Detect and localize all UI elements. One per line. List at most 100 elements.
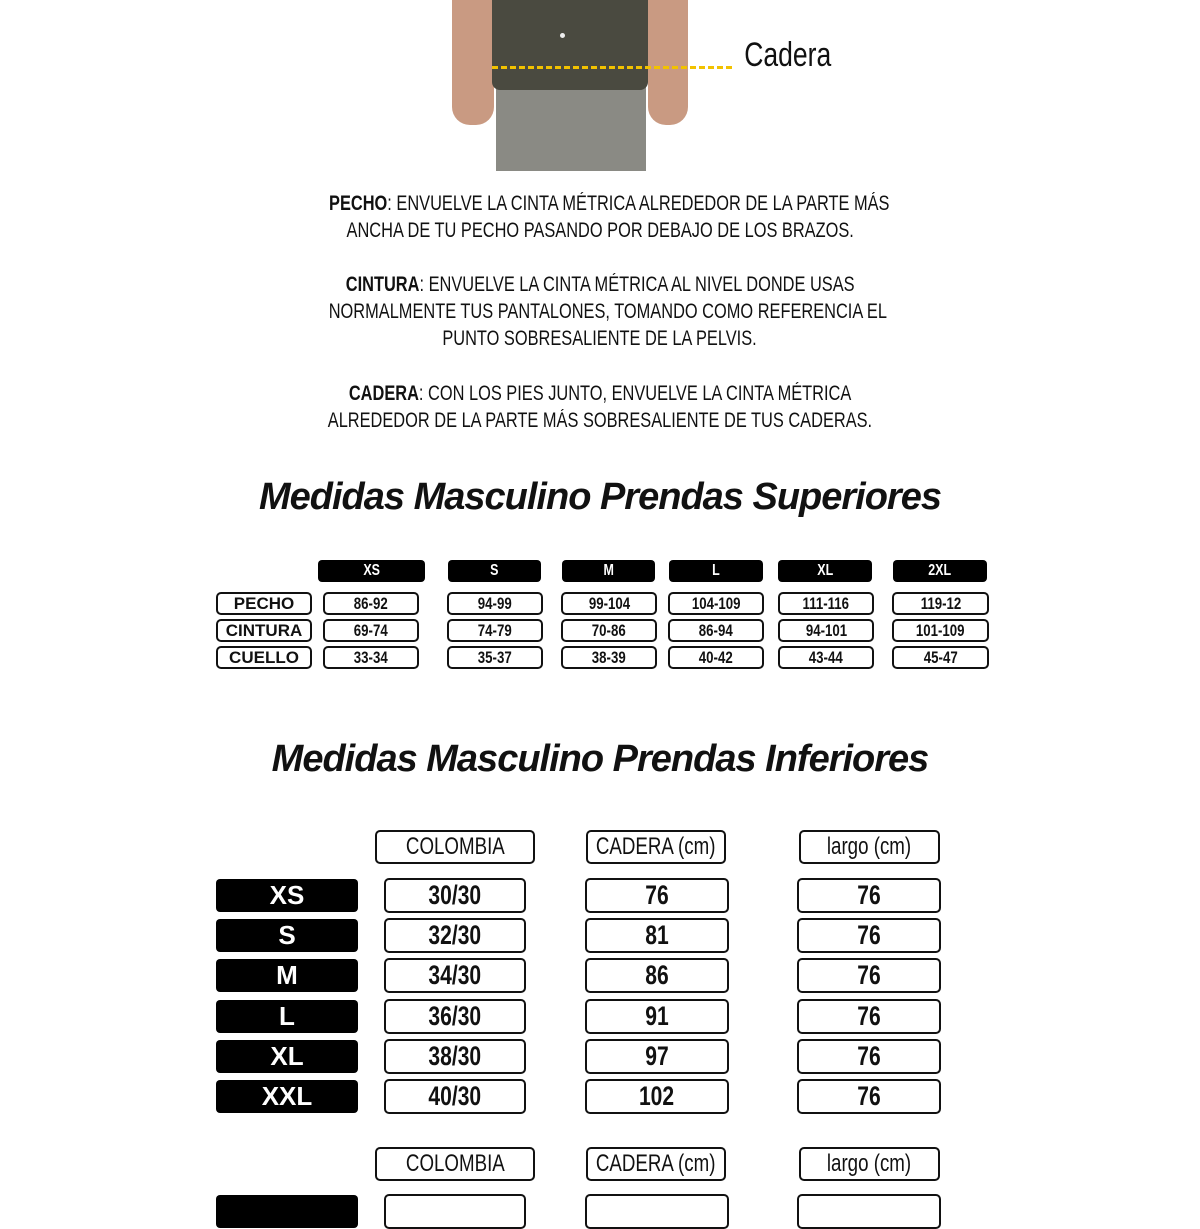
size-header-l: L [669,560,763,582]
jeans [496,78,646,171]
shirt-button [560,33,565,38]
measurement-cell: 76 [797,918,941,954]
column-header: largo (cm) [799,830,940,864]
measurement-cell: 38/30 [384,1038,526,1074]
measurement-cell-text: 36/30 [428,1000,482,1031]
measurement-cell-text: 76 [857,1000,881,1031]
instruction-text: PUNTO SOBRESALIENTE DE LA PELVIS. [442,327,758,350]
size-label-text: XL [270,1040,304,1071]
measurement-cell: 43-44 [778,646,874,669]
measurement-cell-text: 76 [857,880,881,910]
instruction-line: ANCHA DE TU PECHO PASANDO POR DEBAJO DE … [346,217,853,244]
instruction-text: : ENVUELVE LA CINTA MÉTRICA AL NIVEL DON… [419,273,855,296]
measurement-cell: 30/30 [384,878,526,913]
row-label-pecho: PECHO [216,592,312,615]
size-header-s-text: S [490,562,499,579]
size-header-m: M [562,560,655,582]
measurement-cell: 104-109 [668,592,764,615]
size-header-l-text: L [712,562,720,579]
measurement-cell: 97 [585,1038,729,1074]
measurement-cell: 38-39 [561,646,657,669]
instruction-cintura: CINTURA: ENVUELVE LA CINTA MÉTRICA AL NI… [250,271,950,352]
measurement-cell-text: 86-92 [354,593,388,613]
measurement-cell-text: 76 [645,880,669,910]
row-label-text: PECHO [233,593,295,613]
bottoms-title: Medidas Masculino Prendas Inferiores [271,738,930,780]
measurement-cell-text: 119-12 [920,593,961,613]
measurement-cell: 76 [797,1079,941,1114]
measurement-cell: 33-34 [323,646,419,669]
measurement-cell: 94-99 [447,592,543,615]
measurement-cell: 70-86 [561,619,657,642]
measurement-cell: 76 [797,998,941,1034]
measurement-cell-text: 34/30 [428,960,482,991]
measurement-cell: 86-92 [323,592,419,615]
column-header-text: CADERA (cm) [596,833,716,860]
measurement-cell: 34/30 [384,958,526,994]
size-header-xs-text: XS [363,562,380,579]
column-header-text: largo (cm) [827,833,912,860]
measurement-cell: 99-104 [561,592,657,615]
column-header: largo (cm) [799,1147,940,1181]
measurement-cell-text: 45-47 [923,647,958,667]
measurement-cell-text: 38/30 [428,1040,482,1071]
measurement-cell-text: 76 [857,1081,881,1111]
measurement-cell: 32/30 [384,918,526,954]
measurement-cell: 76 [797,878,941,913]
measurement-cell: 35-37 [447,646,543,669]
size-header-m-text: M [603,562,614,579]
hip-guide-line [492,66,732,69]
size-label-m: M [216,959,358,993]
instruction-text: : CON LOS PIES JUNTO, ENVUELVE LA CINTA … [418,382,852,405]
measurement-cell: 86-94 [668,619,764,642]
instruction-text: : ENVUELVE LA CINTA MÉTRICA ALREDEDOR DE… [387,192,890,215]
measurement-cell-text: 35-37 [478,647,512,667]
measurement-cell-text: 40/30 [428,1081,482,1111]
measurement-cell-text: 101-109 [916,620,965,640]
instruction-text: ALREDEDOR DE LA PARTE MÁS SOBRESALIENTE … [327,409,873,432]
measurement-cell-text: 111-116 [802,593,850,613]
measurement-cell: 76 [797,1038,941,1074]
column-header-text: largo (cm) [827,1150,912,1177]
measurement-cell: 36/30 [384,998,526,1034]
size-header-s: S [448,560,541,582]
column-header: CADERA (cm) [586,830,726,864]
measurement-cell-text: 30/30 [428,880,482,910]
measurement-cell-text: 94-101 [805,620,847,640]
row-label-cintura: CINTURA [216,619,312,642]
size-header-xl-text: XL [817,562,833,579]
measurement-cell-text: 70-86 [592,620,626,640]
size-label-text: L [279,1000,295,1031]
shirt [492,0,648,90]
size-label-text: XXL [261,1081,313,1111]
column-header: COLOMBIA [375,830,535,864]
measurement-cell-text: 86-94 [699,620,733,640]
size-label-text: XS [269,880,305,910]
row-label-text: CUELLO [229,647,299,667]
instruction-term: CINTURA [345,273,420,296]
measurement-cell-text: 86 [645,960,669,991]
measurement-cell: 94-101 [778,619,874,642]
measurement-cell: 81 [585,918,729,954]
size-header-xs: XS [318,560,425,582]
instruction-line: CINTURA: ENVUELVE LA CINTA MÉTRICA AL NI… [346,271,855,298]
size-label-xxl: XXL [216,1080,358,1113]
size-label-xs: XS [216,879,358,912]
measurement-cell-text: 38-39 [592,647,626,667]
instruction-text: NORMALMENTE TUS PANTALONES, TOMANDO COMO… [328,300,887,323]
instruction-line: ALREDEDOR DE LA PARTE MÁS SOBRESALIENTE … [328,407,872,434]
row-label-cuello: CUELLO [216,646,312,669]
instruction-term: PECHO [329,192,388,215]
measurement-cell-text: 97 [645,1040,669,1071]
measurement-cell-text: 74-79 [478,620,512,640]
instruction-line: NORMALMENTE TUS PANTALONES, TOMANDO COMO… [329,298,887,325]
right-arm [648,0,688,125]
measurement-cell-partial [797,1194,941,1229]
measurement-cell: 101-109 [892,619,989,642]
measurement-cell-text: 99-104 [588,593,630,613]
instruction-line: CADERA: CON LOS PIES JUNTO, ENVUELVE LA … [349,380,851,407]
instruction-term: CADERA [348,382,419,405]
measurement-cell-text: 69-74 [354,620,388,640]
measurement-cell-text: 76 [857,1040,881,1071]
measurement-cell-text: 102 [639,1081,675,1111]
